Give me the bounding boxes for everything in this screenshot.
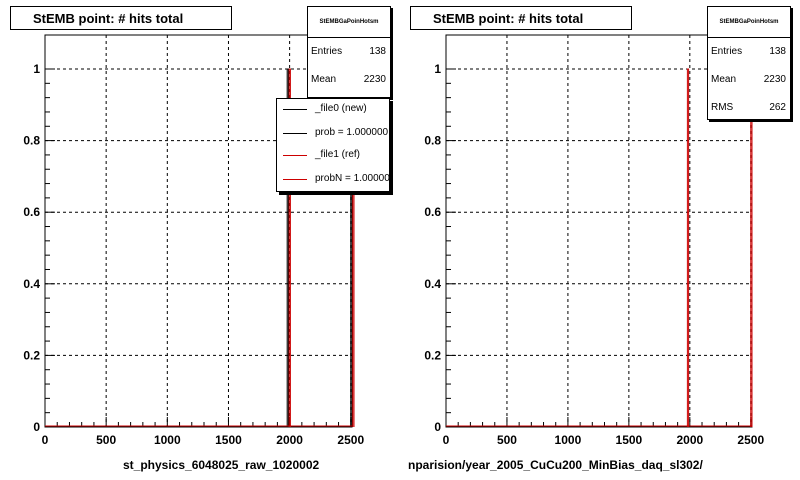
left-stats-header: StEMBGaPoinHotsm <box>308 7 390 38</box>
left-stats-box: StEMBGaPoinHotsm Entries 138 Mean 2230 <box>307 6 391 98</box>
y-tick-label: 0.8 <box>424 134 441 148</box>
legend-entry-prob: prob = 1.000000 <box>277 123 389 145</box>
right-stats-rms-value: 262 <box>769 102 786 113</box>
legend-swatch-probn <box>283 179 307 180</box>
x-tick-label: 500 <box>96 433 116 447</box>
legend-swatch-file0 <box>283 109 307 110</box>
x-tick-label: 2500 <box>337 433 364 447</box>
histogram-bar <box>750 68 753 427</box>
legend-entry-probn: probN = 1.000000 <box>277 169 390 191</box>
y-tick-label: 0.2 <box>23 348 40 362</box>
right-x-axis-title: nparision/year_2005_CuCu200_MinBias_daq_… <box>408 458 703 472</box>
y-tick-label: 1 <box>33 62 40 76</box>
x-tick-label: 1500 <box>215 433 242 447</box>
x-tick-label: 1500 <box>616 433 643 447</box>
left-legend: _file0 (new) prob = 1.000000 _file1 (ref… <box>276 98 390 192</box>
y-tick-label: 0 <box>434 420 441 434</box>
x-tick-label: 1000 <box>555 433 582 447</box>
y-tick-label: 0.4 <box>424 277 441 291</box>
left-pad-title: StEMB point: # hits total <box>10 6 232 30</box>
x-tick-label: 2000 <box>276 433 303 447</box>
right-stats-rms-row: RMS 262 <box>708 94 790 122</box>
legend-entry-file1: _file1 (ref) <box>277 145 389 167</box>
y-tick-label: 0.6 <box>424 205 441 219</box>
left-stats-mean-label: Mean <box>311 74 337 85</box>
x-tick-label: 0 <box>443 433 450 447</box>
histogram-bar <box>288 68 291 427</box>
histogram-bar <box>286 68 289 427</box>
right-stats-entries-label: Entries <box>711 46 743 57</box>
y-tick-label: 1 <box>434 62 441 76</box>
left-stats-mean-row: Mean 2230 <box>308 66 390 94</box>
right-stats-mean-row: Mean 2230 <box>708 66 790 94</box>
legend-entry-file0: _file0 (new) <box>277 99 389 121</box>
left-x-axis-title: st_physics_6048025_raw_1020002 <box>123 458 320 472</box>
x-tick-label: 0 <box>42 433 49 447</box>
right-stats-entries-value: 138 <box>769 46 786 57</box>
histogram-bar <box>686 68 690 427</box>
x-tick-label: 2500 <box>737 433 764 447</box>
right-stats-entries-row: Entries 138 <box>708 38 790 66</box>
right-stats-mean-value: 2230 <box>763 74 786 85</box>
legend-swatch-file1 <box>283 155 307 156</box>
right-stats-header: StEMBGaPoinHotsm <box>708 7 790 38</box>
y-tick-label: 0.2 <box>424 348 441 362</box>
x-tick-label: 500 <box>497 433 517 447</box>
left-stats-entries-row: Entries 138 <box>308 38 390 66</box>
left-stats-entries-label: Entries <box>311 46 343 57</box>
right-histogram-pad: 0 500 1000 1500 2000 2500 0 0.2 0.4 0.6 0.8 1 <box>424 34 764 447</box>
x-tick-label: 2000 <box>676 433 703 447</box>
legend-label-probn: probN = 1.000000 <box>315 173 390 184</box>
y-tick-label: 0 <box>33 420 40 434</box>
right-stats-rms-label: RMS <box>711 102 734 113</box>
legend-swatch-prob <box>283 133 307 134</box>
y-tick-label: 0.6 <box>23 205 40 219</box>
left-stats-mean-value: 2230 <box>363 74 386 85</box>
right-stats-mean-label: Mean <box>711 74 737 85</box>
x-tick-label: 1000 <box>154 433 181 447</box>
left-pad-title-text: StEMB point: # hits total <box>33 11 184 26</box>
legend-label-file1: _file1 (ref) <box>315 149 361 160</box>
left-histogram-pad: 0 500 1000 1500 2000 2500 0 0.2 0.4 0.6 0.8 1 <box>23 34 364 447</box>
right-pad-title-text: StEMB point: # hits total <box>433 11 584 26</box>
y-tick-label: 0.4 <box>23 277 40 291</box>
legend-label-prob: prob = 1.000000 <box>315 127 389 138</box>
y-tick-label: 0.8 <box>23 134 40 148</box>
plot-frame <box>44 34 353 428</box>
right-stats-box: StEMBGaPoinHotsm Entries 138 Mean 2230 R… <box>707 6 791 120</box>
legend-label-file0: _file0 (new) <box>315 103 367 114</box>
right-pad-title: StEMB point: # hits total <box>410 6 632 30</box>
left-stats-entries-value: 138 <box>369 46 386 57</box>
